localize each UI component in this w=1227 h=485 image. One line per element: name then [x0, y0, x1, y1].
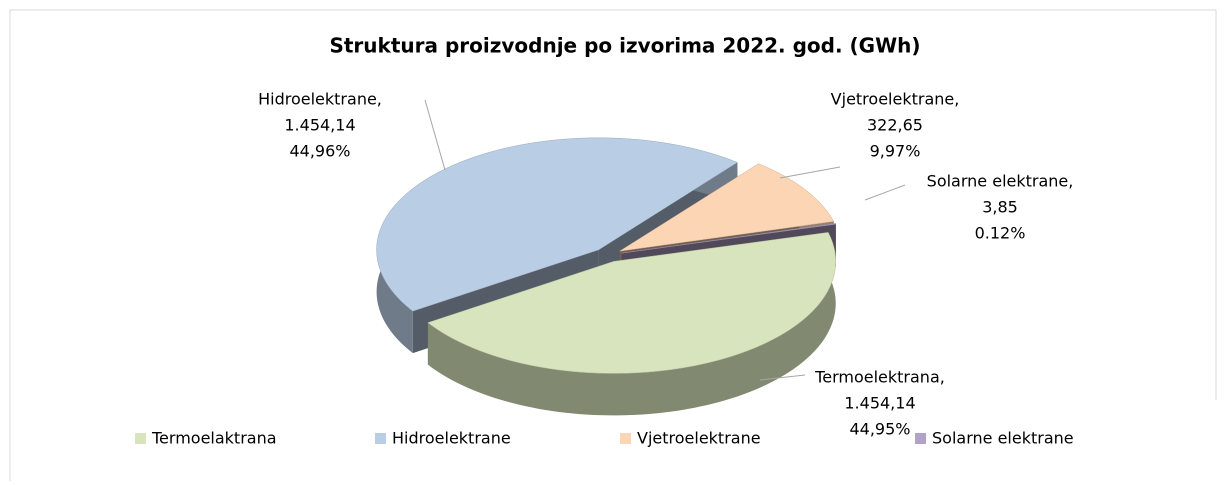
legend-label: Vjetroelektrane: [637, 429, 761, 448]
legend-swatch: [915, 433, 926, 444]
data-label-percent: 44,95%: [849, 420, 910, 439]
legend-swatch: [135, 433, 146, 444]
data-label-percent: 0.12%: [975, 224, 1026, 243]
legend-swatch: [620, 433, 631, 444]
chart-title: Struktura proizvodnje po izvorima 2022. …: [329, 34, 920, 58]
data-label-value: 1.454,14: [844, 394, 915, 413]
data-label-name: Hidroelektrane,: [258, 90, 382, 109]
legend-label: Termoelaktrana: [151, 429, 277, 448]
legend-label: Hidroelektrane: [392, 429, 511, 448]
data-label-percent: 44,96%: [289, 142, 350, 161]
data-label-name: Vjetroelektrane,: [831, 90, 960, 109]
leader-line: [865, 185, 905, 200]
data-label-value: 322,65: [867, 116, 923, 135]
data-label-value: 3,85: [982, 198, 1018, 217]
data-label-percent: 9,97%: [870, 142, 921, 161]
data-label-name: Termoelektrana,: [814, 368, 945, 387]
legend-label: Solarne elektrane: [932, 429, 1074, 448]
data-label-name: Solarne elektrane,: [927, 172, 1074, 191]
leader-line: [780, 167, 840, 178]
leader-line: [425, 100, 445, 170]
data-label-value: 1.454,14: [284, 116, 355, 135]
legend-swatch: [375, 433, 386, 444]
